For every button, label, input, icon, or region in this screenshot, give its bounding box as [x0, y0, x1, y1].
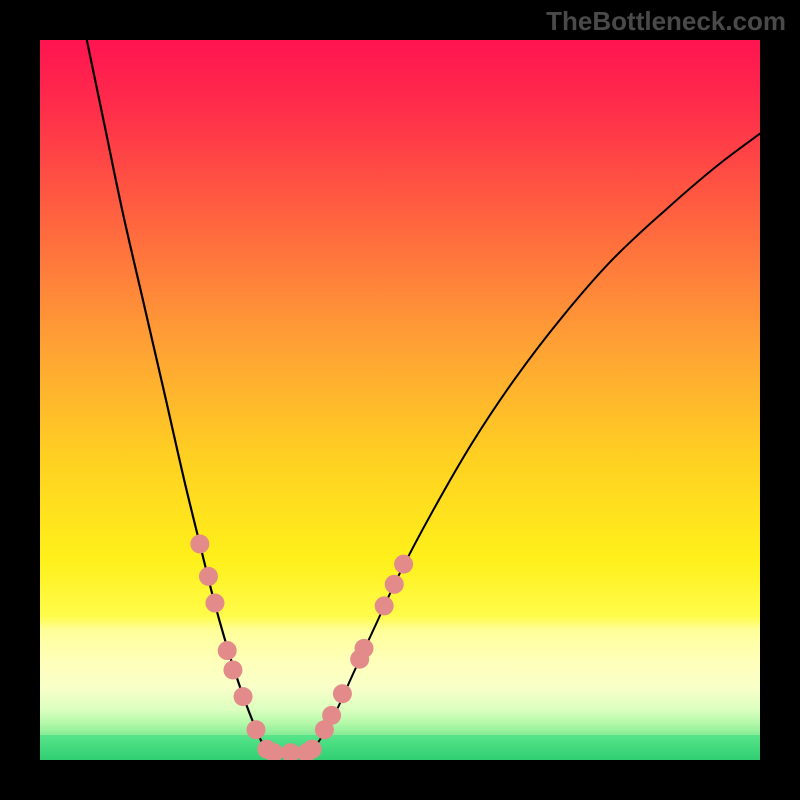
datapoint-right [322, 706, 341, 725]
plot-area [40, 40, 760, 760]
datapoint-left [205, 594, 224, 613]
datapoint-left [223, 661, 242, 680]
datapoint-left [234, 687, 253, 706]
datapoint-right [394, 555, 413, 574]
datapoint-right [333, 684, 352, 703]
left-curve [87, 40, 269, 753]
datapoint-right [385, 575, 404, 594]
datapoint-left [199, 567, 218, 586]
datapoint-right [375, 596, 394, 615]
right-curve [310, 134, 760, 753]
curve-layer [40, 40, 760, 760]
datapoint-left [247, 720, 266, 739]
datapoint-left [218, 641, 237, 660]
datapoint-left [190, 535, 209, 554]
datapoint-right [355, 639, 374, 658]
watermark-text: TheBottleneck.com [546, 6, 786, 37]
